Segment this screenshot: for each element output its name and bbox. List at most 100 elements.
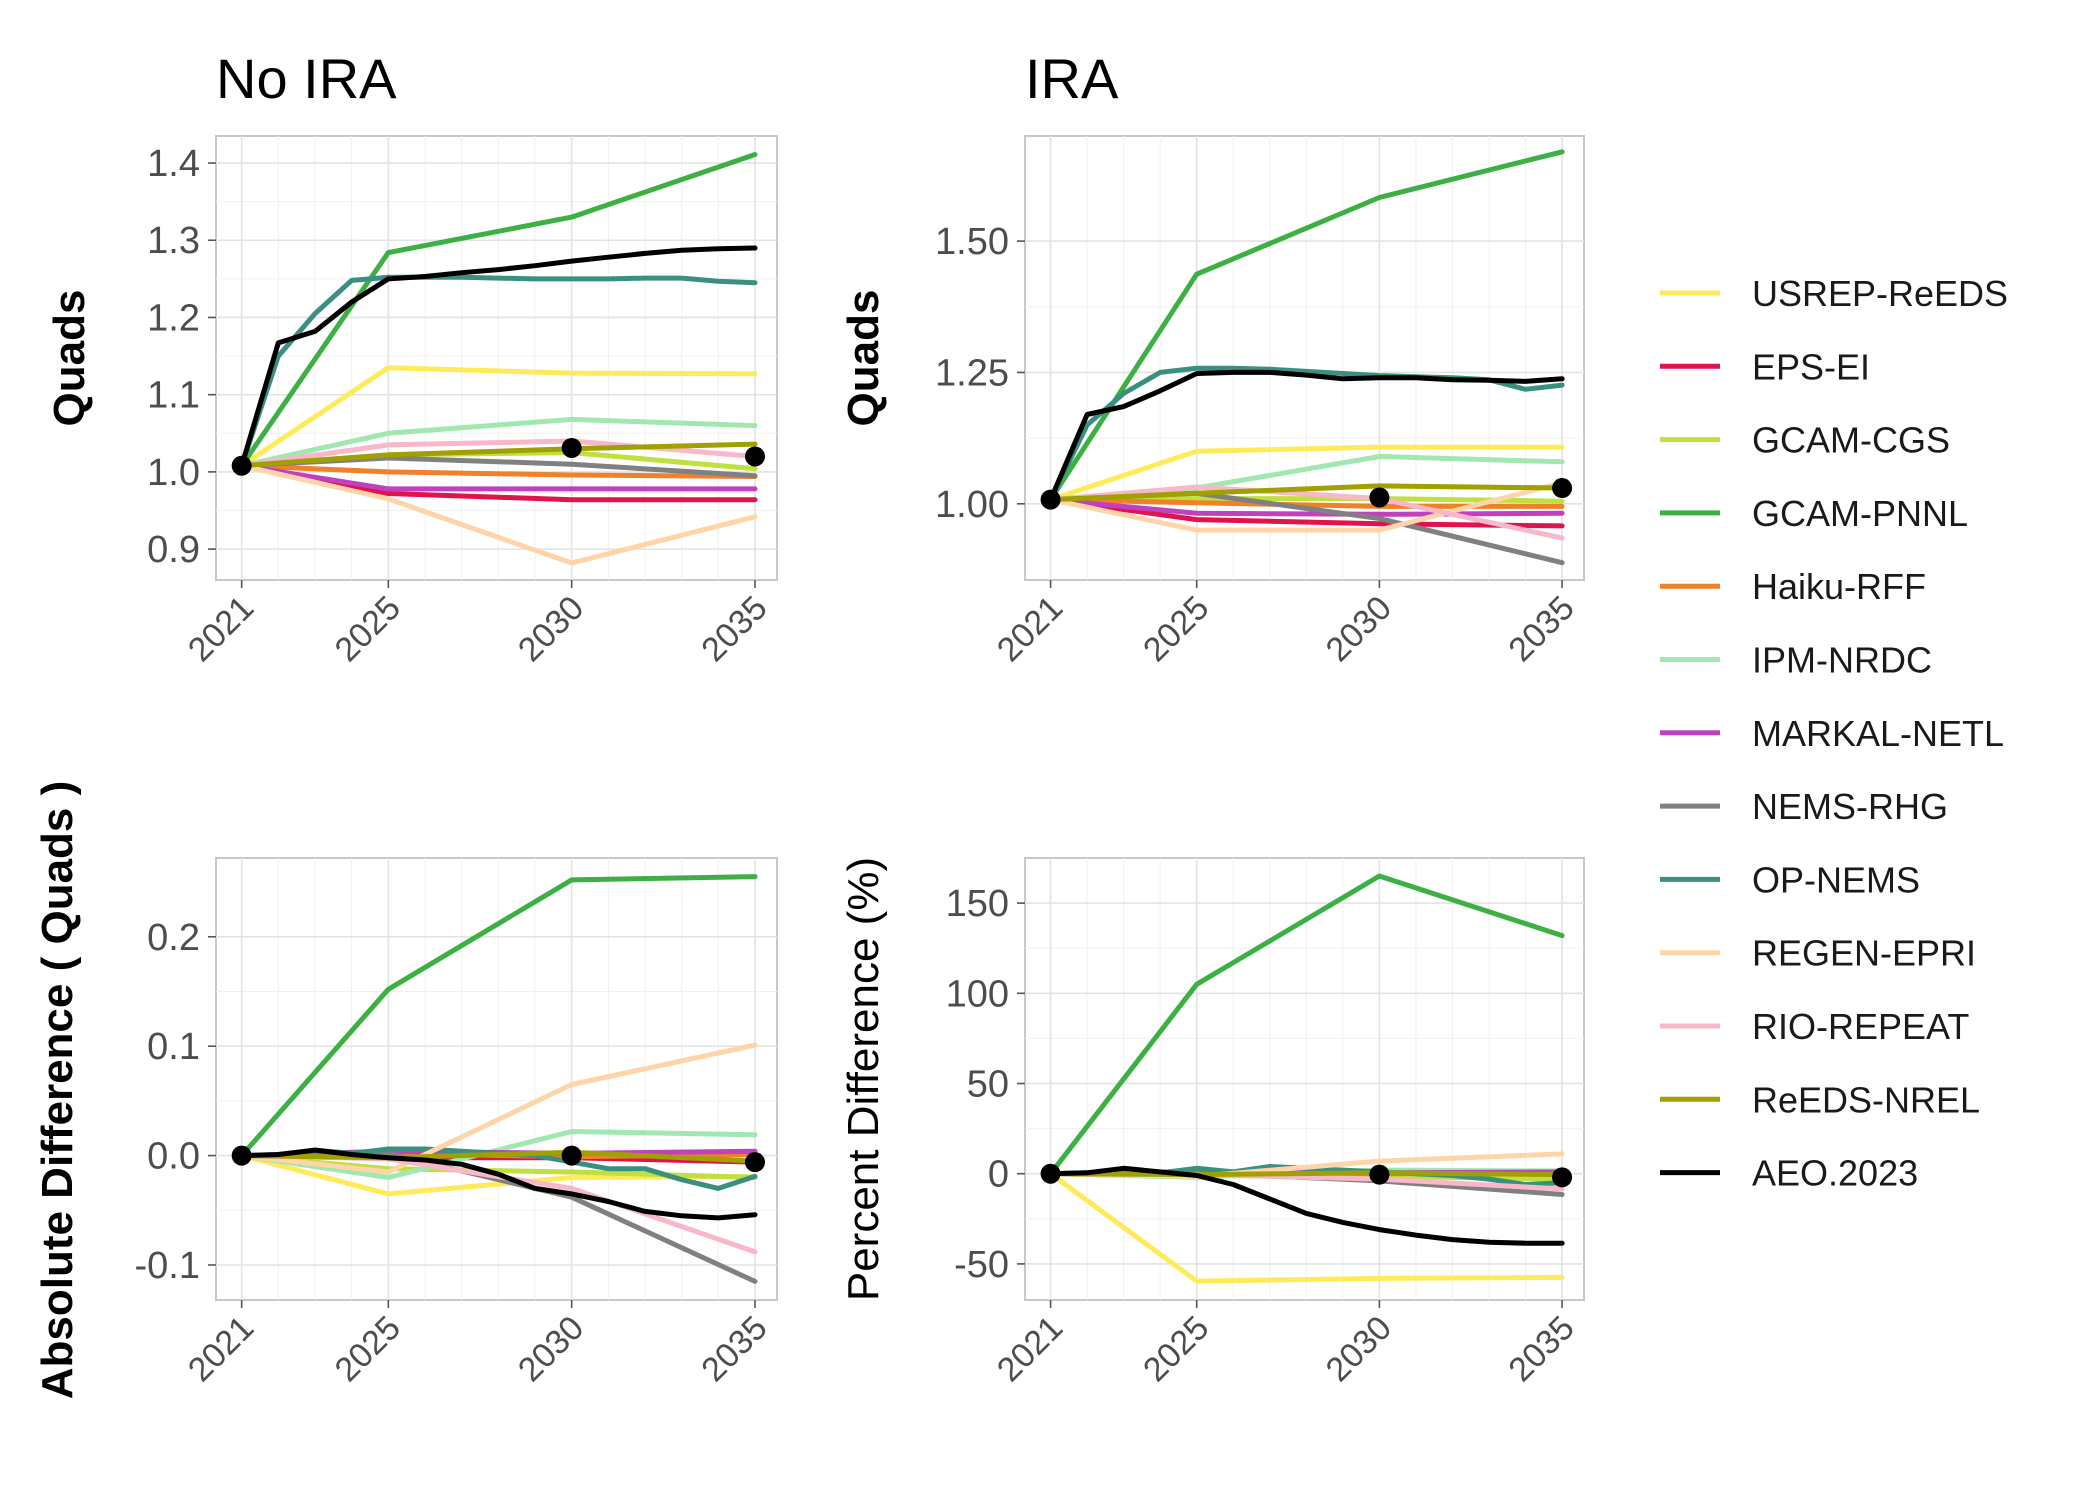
y-axis-label: Percent Difference (%) bbox=[839, 857, 888, 1301]
series-line-haiku-rff bbox=[239, 463, 758, 479]
series-line-reeds-nrel bbox=[1048, 483, 1565, 503]
y-tick-label: 1.3 bbox=[147, 220, 200, 262]
panel-4: -50 0 50 100 150 2021 2025 2030 2035 Percent Diff… bbox=[839, 857, 1585, 1389]
legend-item: MARKAL-NETL bbox=[1660, 713, 2004, 754]
x-tick-label: 2021 bbox=[990, 1309, 1070, 1389]
legend-item: AEO.2023 bbox=[1660, 1153, 1918, 1194]
legend-label: USREP-ReEDS bbox=[1752, 273, 2008, 314]
series-line-regen-epri bbox=[239, 1042, 758, 1175]
series-line-aeo-2023 bbox=[239, 1147, 758, 1221]
data-point-marker bbox=[1552, 1167, 1573, 1188]
y-tick-label: 1.2 bbox=[147, 297, 200, 339]
y-tick-label: 1.4 bbox=[147, 143, 200, 185]
legend-item: GCAM-PNNL bbox=[1660, 493, 1968, 534]
y-axis-label: Quads bbox=[839, 290, 888, 427]
y-tick-label: 150 bbox=[946, 883, 1009, 925]
y-tick-label: 1.50 bbox=[935, 221, 1009, 263]
legend: USREP-ReEDS EPS-EI GCAM-CGS GCAM-PNNL Haiku-… bbox=[1660, 273, 2008, 1194]
data-point-marker bbox=[561, 437, 582, 458]
y-tick-label: 0 bbox=[988, 1154, 1009, 1196]
data-point-marker bbox=[745, 1152, 765, 1173]
legend-item: GCAM-CGS bbox=[1660, 420, 1950, 461]
series-line-gcam-pnnl bbox=[239, 152, 758, 469]
legend-label: GCAM-PNNL bbox=[1752, 493, 1968, 534]
x-tick-label: 2021 bbox=[990, 589, 1070, 669]
series-line-reeds-nrel bbox=[239, 441, 758, 469]
series-line-usrep-reeds bbox=[1048, 444, 1565, 503]
legend-label: EPS-EI bbox=[1752, 346, 1870, 387]
legend-item: NEMS-RHG bbox=[1660, 786, 1948, 827]
legend-label: REGEN-EPRI bbox=[1752, 933, 1976, 974]
data-point-marker bbox=[745, 446, 765, 467]
series-line-usrep-reeds bbox=[239, 365, 758, 469]
series-line-regen-epri bbox=[1048, 480, 1565, 533]
panel-title: No IRA bbox=[216, 47, 397, 110]
x-tick-label: 2025 bbox=[328, 589, 408, 669]
data-point-marker bbox=[231, 1145, 252, 1166]
x-tick-label: 2035 bbox=[1501, 589, 1581, 669]
data-point-marker bbox=[231, 455, 252, 476]
series-line-regen-epri bbox=[239, 463, 758, 566]
legend-label: IPM-NRDC bbox=[1752, 640, 1932, 681]
y-tick-label: -0.1 bbox=[135, 1245, 200, 1287]
data-point-marker bbox=[1369, 487, 1390, 508]
legend-label: MARKAL-NETL bbox=[1752, 713, 2004, 754]
panel-background bbox=[1024, 857, 1585, 1301]
legend-item: ReEDS-NREL bbox=[1660, 1079, 1980, 1120]
series-line-usrep-reeds bbox=[1048, 1171, 1565, 1284]
series-line-gcam-pnnl bbox=[239, 874, 758, 1159]
y-tick-label: 0.0 bbox=[147, 1136, 200, 1178]
y-tick-label: 0.2 bbox=[147, 917, 200, 959]
x-tick-label: 2035 bbox=[1501, 1309, 1581, 1389]
y-tick-label: 0.1 bbox=[147, 1026, 200, 1068]
x-tick-label: 2030 bbox=[511, 589, 591, 669]
data-point-marker bbox=[1369, 1164, 1390, 1185]
y-tick-label: -50 bbox=[954, 1244, 1009, 1286]
x-tick-label: 2021 bbox=[181, 589, 261, 669]
panel-background bbox=[215, 135, 778, 581]
panel-2: 1.00 1.25 1.50 2021 2025 2030 2035 IRA Quads bbox=[839, 47, 1585, 669]
y-tick-label: 1.1 bbox=[147, 375, 200, 417]
y-tick-label: 0.9 bbox=[147, 529, 200, 571]
series-line-aeo-2023 bbox=[1048, 369, 1565, 503]
legend-item: Haiku-RFF bbox=[1660, 566, 1926, 607]
y-tick-label: 1.25 bbox=[935, 352, 1009, 394]
series-line-reeds-nrel bbox=[1048, 1170, 1565, 1178]
legend-item: OP-NEMS bbox=[1660, 859, 1920, 900]
legend-label: NEMS-RHG bbox=[1752, 786, 1948, 827]
legend-item: EPS-EI bbox=[1660, 346, 1870, 387]
data-point-marker bbox=[1552, 478, 1573, 499]
legend-label: Haiku-RFF bbox=[1752, 566, 1926, 607]
legend-item: USREP-ReEDS bbox=[1660, 273, 2008, 314]
x-tick-label: 2035 bbox=[694, 1309, 774, 1389]
panel-3: -0.1 0.0 0.1 0.2 2021 2025 2030 2035 Absolute Di… bbox=[33, 781, 778, 1400]
series-line-eps-ei bbox=[1048, 497, 1565, 529]
x-tick-label: 2035 bbox=[694, 589, 774, 669]
x-tick-label: 2025 bbox=[328, 1309, 408, 1389]
legend-label: GCAM-CGS bbox=[1752, 420, 1950, 461]
series-line-ipm-nrdc bbox=[239, 416, 758, 469]
series-line-markal-netl bbox=[1048, 497, 1565, 517]
series-line-gcam-pnnl bbox=[1048, 149, 1565, 503]
series-line-op-nems bbox=[239, 274, 758, 469]
y-axis-label: Quads bbox=[45, 290, 94, 427]
data-point-marker bbox=[1040, 489, 1061, 510]
series-line-reeds-nrel bbox=[239, 1149, 758, 1164]
y-axis-label: Absolute Difference ( Quads ) bbox=[33, 781, 82, 1400]
panel-1: 0.9 1.0 1.1 1.2 1.3 1.4 2021 2025 2030 2035 No IRA… bbox=[45, 47, 778, 669]
legend-label: RIO-REPEAT bbox=[1752, 1006, 1969, 1047]
legend-item: IPM-NRDC bbox=[1660, 640, 1932, 681]
panel-title: IRA bbox=[1025, 47, 1119, 110]
series-line-rio-repeat bbox=[1048, 484, 1565, 541]
y-tick-label: 1.00 bbox=[935, 484, 1009, 526]
x-tick-label: 2030 bbox=[1319, 1309, 1399, 1389]
legend-label: AEO.2023 bbox=[1752, 1153, 1918, 1194]
data-point-marker bbox=[561, 1145, 582, 1166]
data-point-marker bbox=[1040, 1163, 1061, 1184]
x-tick-label: 2025 bbox=[1136, 589, 1216, 669]
legend-label: OP-NEMS bbox=[1752, 859, 1920, 900]
series-line-gcam-pnnl bbox=[1048, 873, 1565, 1177]
y-tick-label: 50 bbox=[967, 1064, 1009, 1106]
series-line-aeo-2023 bbox=[239, 245, 758, 469]
